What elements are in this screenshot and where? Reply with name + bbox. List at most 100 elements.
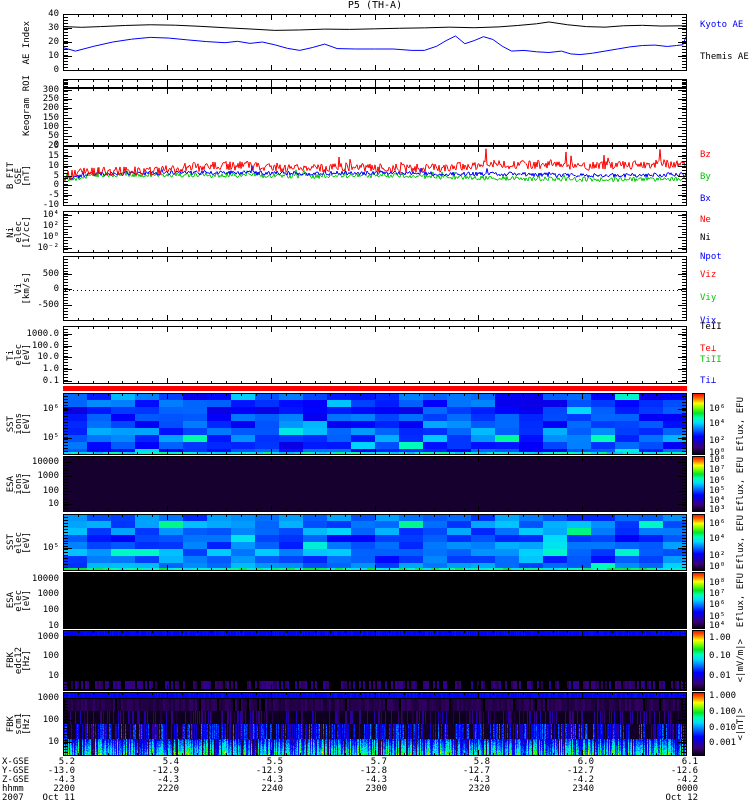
y-tick-label: 10⁵	[42, 542, 59, 553]
colorbar-tick-label: 10³	[709, 504, 726, 515]
colorbar-fbke	[692, 630, 705, 691]
colorbar-unit-label: Eflux, EFU	[736, 456, 746, 512]
y-tick-label: 100.0	[31, 340, 59, 351]
axis-value-xgse: 5.4	[162, 757, 179, 767]
y-tick-label: 10⁰	[42, 231, 59, 242]
colorbar-unit-esae: Eflux, EFU	[736, 572, 746, 629]
colorbar-tick-label: 1.000	[709, 690, 737, 701]
panel-label-ssti: SST ions [eV]	[3, 393, 32, 455]
colorbar-tick-label: 10⁶	[709, 475, 726, 486]
colorbar-tick-label: 1.00	[709, 632, 731, 643]
panel-label-sste: SST elec [eV]	[3, 514, 32, 571]
axis-value-hhmm: 2340	[572, 784, 594, 794]
colorbar-tick-label: 10²	[709, 551, 726, 562]
series-label-ThemisAE: Themis AE	[700, 52, 749, 62]
axis-value-xgse: 6.1	[681, 757, 698, 767]
y-tick-label: 5	[53, 170, 59, 181]
plot-title: P5 (TH-A)	[347, 0, 403, 11]
axis-value-hhmm: 2200	[53, 784, 75, 794]
axis-value-hhmm: 2300	[365, 784, 387, 794]
y-tick-label: 10000	[31, 573, 59, 584]
colorbar-tick-label: 10⁶	[709, 600, 726, 611]
axis-row-label: hhmm	[2, 784, 24, 794]
axis-value-zgse: -4.3	[365, 775, 387, 785]
panel-fbke	[63, 630, 687, 691]
axis-value-zgse: -4.3	[468, 775, 490, 785]
colorbar-unit-label: Eflux, EFU	[736, 396, 746, 452]
colorbar-unit-esai: Eflux, EFU	[736, 456, 746, 512]
colorbar-tick-label: 10⁴	[709, 621, 726, 631]
y-tick-label: 10⁶	[42, 404, 59, 415]
panel-ni	[63, 211, 687, 253]
y-tick-label: 500	[42, 268, 59, 279]
axis-value-ygse: -12.7	[462, 766, 490, 776]
sst-ions-saturated-bar	[63, 386, 687, 391]
colorbar-tick-label: 0.100	[709, 707, 737, 718]
y-tick-label: 10000	[31, 457, 59, 468]
axis-value-xgse: 5.8	[473, 757, 490, 767]
colorbar-unit-fbke: <|mV/m|>	[736, 630, 746, 691]
panel-label-line: [eV]	[22, 413, 32, 435]
y-tick-label: 10	[48, 498, 59, 509]
y-tick-label: 10²	[42, 221, 59, 232]
axis-value-xgse: 5.7	[370, 757, 387, 767]
colorbar-unit-label: <|mV/m|>	[736, 638, 746, 683]
y-tick-label: 100	[42, 715, 59, 726]
panel-esae	[63, 572, 687, 629]
y-tick-label: -5	[48, 190, 59, 201]
colorbar-unit-label: Eflux, EFU	[736, 573, 746, 628]
colorbar-fbks	[692, 692, 705, 756]
y-tick-label: 150	[42, 112, 59, 123]
axis-row-label: 2007	[2, 793, 24, 800]
y-tick-label: 1000	[37, 589, 59, 600]
y-tick-label: 30	[48, 23, 59, 33]
colorbar-tick-label: 10⁸	[709, 455, 726, 466]
panel-bfit	[63, 146, 687, 206]
colorbar-tick-label: 10⁷	[709, 589, 726, 600]
panel-ssti	[63, 393, 687, 455]
panel-vi	[63, 256, 687, 321]
y-tick-label: 100	[42, 605, 59, 616]
y-tick-label: 20	[48, 141, 59, 151]
y-tick-label: 15	[48, 150, 59, 161]
colorbar-tick-label: 0.01	[709, 671, 731, 682]
y-tick-label: 10.0	[37, 352, 59, 363]
y-tick-label: 100	[42, 651, 59, 662]
axis-value-xgse: 6.0	[577, 757, 594, 767]
y-tick-label: 10	[48, 160, 59, 171]
colorbar-unit-fbks: <|nT|>	[736, 692, 746, 756]
axis-value-zgse: -4.3	[53, 775, 75, 785]
axis-value-hhmm: 2220	[157, 784, 179, 794]
y-tick-label: 0	[53, 180, 59, 191]
colorbar-sste	[692, 514, 705, 571]
y-tick-label: 0	[53, 140, 59, 150]
colorbar-esae	[692, 572, 705, 629]
colorbar-tick-label: 10⁴	[709, 418, 726, 429]
y-tick-label: 10⁻²	[37, 242, 59, 253]
axis-value-ygse: -12.9	[151, 766, 179, 776]
y-tick-label: 10⁵	[42, 432, 59, 443]
axis-value-ygse: -12.6	[670, 766, 698, 776]
series-label-Viz: Viz	[700, 270, 717, 280]
colorbar-unit-ssti: Eflux, EFU	[736, 393, 746, 455]
colorbar-tick-label: 10⁰	[709, 447, 726, 458]
axis-value-ygse: -12.7	[566, 766, 594, 776]
colorbar-unit-label: Eflux, EFU	[736, 515, 746, 570]
axis-value-xgse: 5.5	[266, 757, 283, 767]
colorbar-tick-label: 0.001	[709, 737, 737, 748]
colorbar-tick-label: 10⁴	[709, 533, 726, 544]
series-label-TeII: TeII	[700, 322, 722, 332]
y-tick-label: -10	[42, 200, 59, 210]
colorbar-tick-label: 0.10	[709, 651, 731, 661]
panel-roi	[63, 79, 687, 88]
y-tick-label: 10	[48, 51, 59, 61]
colorbar-tick-label: 10⁵	[709, 612, 726, 623]
axis-value-zgse: -4.2	[676, 775, 698, 785]
colorbar-tick-label: 10⁰	[709, 562, 726, 573]
colorbar-tick-label: 10⁷	[709, 465, 726, 476]
series-label-By: By	[700, 172, 711, 182]
axis-value-ygse: -12.9	[255, 766, 283, 776]
colorbar-tick-label: 10⁸	[709, 577, 726, 588]
y-tick-label: 1000	[37, 693, 59, 704]
